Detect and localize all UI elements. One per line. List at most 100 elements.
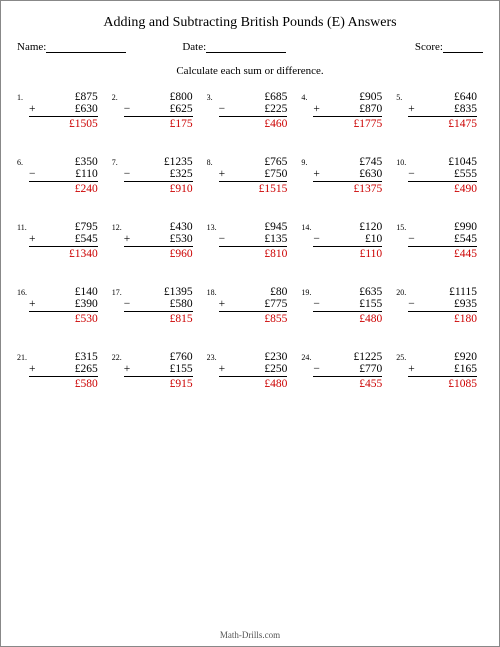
operator: + bbox=[124, 363, 131, 375]
operand-1: £745 bbox=[313, 156, 382, 168]
problem: 20.£1115−£935£180 bbox=[396, 286, 483, 325]
operand-2-row: −£770 bbox=[313, 363, 382, 377]
operand-1: £990 bbox=[408, 221, 477, 233]
name-field: Name: bbox=[17, 41, 126, 53]
operator: − bbox=[29, 168, 36, 180]
operator: + bbox=[29, 298, 36, 310]
operand-1: £800 bbox=[124, 91, 193, 103]
problem: 10.£1045−£555£490 bbox=[396, 156, 483, 195]
answer: £480 bbox=[219, 377, 288, 390]
operand-2-row: −£225 bbox=[219, 103, 288, 117]
problem: 4.£905+£870£1775 bbox=[301, 91, 388, 130]
operand-2-row: − £625 bbox=[124, 103, 193, 117]
operand-2: £625 bbox=[170, 103, 193, 115]
answer: £455 bbox=[313, 377, 382, 390]
operand-2-row: −£545 bbox=[408, 233, 477, 247]
problem: 6.£350−£110£240 bbox=[17, 156, 104, 195]
operator: + bbox=[29, 363, 36, 375]
operator: + bbox=[219, 363, 226, 375]
problem-body: £745+£630£1375 bbox=[313, 156, 388, 195]
operator: − bbox=[313, 298, 320, 310]
problem-number: 10. bbox=[396, 156, 408, 167]
problem-body: £990−£545£445 bbox=[408, 221, 483, 260]
operand-2-row: +£265 bbox=[29, 363, 98, 377]
problem: 23.£230+£250£480 bbox=[207, 351, 294, 390]
operand-2: £250 bbox=[264, 363, 287, 375]
operand-1: £140 bbox=[29, 286, 98, 298]
problem-number: 20. bbox=[396, 286, 408, 297]
problem-number: 18. bbox=[207, 286, 219, 297]
problem: 15.£990−£545£445 bbox=[396, 221, 483, 260]
operand-2: £110 bbox=[75, 168, 98, 180]
answer: £180 bbox=[408, 312, 477, 325]
score-blank bbox=[443, 42, 483, 53]
operator: − bbox=[124, 298, 131, 310]
operator: − bbox=[313, 233, 320, 245]
operand-2-row: −£155 bbox=[313, 298, 382, 312]
problem-body: £1045−£555£490 bbox=[408, 156, 483, 195]
answer: £810 bbox=[219, 247, 288, 260]
answer: £855 bbox=[219, 312, 288, 325]
answer: £915 bbox=[124, 377, 193, 390]
operator: + bbox=[219, 168, 226, 180]
operand-2: £135 bbox=[264, 233, 287, 245]
answer: £815 bbox=[124, 312, 193, 325]
problem-number: 21. bbox=[17, 351, 29, 362]
problem: 16.£140+£390£530 bbox=[17, 286, 104, 325]
operand-2-row: −£580 bbox=[124, 298, 193, 312]
problem: 9.£745+£630£1375 bbox=[301, 156, 388, 195]
problem-body: £1225−£770£455 bbox=[313, 351, 388, 390]
problem-number: 19. bbox=[301, 286, 313, 297]
problem: 11.£795+£545£1340 bbox=[17, 221, 104, 260]
operator: + bbox=[29, 233, 36, 245]
answer: £1505 bbox=[29, 117, 98, 130]
answer: £460 bbox=[219, 117, 288, 130]
operand-1: £1395 bbox=[124, 286, 193, 298]
problem-number: 9. bbox=[301, 156, 313, 167]
operand-2-row: +£775 bbox=[219, 298, 288, 312]
operand-1: £795 bbox=[29, 221, 98, 233]
operator: + bbox=[313, 103, 320, 115]
operator: + bbox=[408, 363, 415, 375]
header-row: Name: Date: Score: bbox=[17, 41, 483, 53]
answer: £910 bbox=[124, 182, 193, 195]
operand-1: £1225 bbox=[313, 351, 382, 363]
problem-number: 7. bbox=[112, 156, 124, 167]
problem-number: 22. bbox=[112, 351, 124, 362]
operand-2-row: − £10 bbox=[313, 233, 382, 247]
problem-body: £760+£155£915 bbox=[124, 351, 199, 390]
operand-1: £120 bbox=[313, 221, 382, 233]
operand-2-row: −£325 bbox=[124, 168, 193, 182]
problem-body: £920+£165£1085 bbox=[408, 351, 483, 390]
operand-2: £10 bbox=[365, 233, 382, 245]
operand-1: £230 bbox=[219, 351, 288, 363]
problem: 21.£315+£265£580 bbox=[17, 351, 104, 390]
operand-1: £760 bbox=[124, 351, 193, 363]
problem-number: 1. bbox=[17, 91, 29, 102]
operand-2-row: +£155 bbox=[124, 363, 193, 377]
operand-1: £635 bbox=[313, 286, 382, 298]
operator: + bbox=[29, 103, 36, 115]
operand-2-row: +£165 bbox=[408, 363, 477, 377]
score-label: Score: bbox=[415, 41, 443, 53]
operand-2-row: +£750 bbox=[219, 168, 288, 182]
problem: 3.£685−£225£460 bbox=[207, 91, 294, 130]
problem-number: 14. bbox=[301, 221, 313, 232]
problem-number: 11. bbox=[17, 221, 29, 232]
answer: £1085 bbox=[408, 377, 477, 390]
problem-number: 8. bbox=[207, 156, 219, 167]
operand-2: £775 bbox=[264, 298, 287, 310]
problem: 1.£875+£630£1505 bbox=[17, 91, 104, 130]
operator: − bbox=[124, 103, 131, 115]
instruction-text: Calculate each sum or difference. bbox=[17, 65, 483, 77]
operand-1: £80 bbox=[219, 286, 288, 298]
answer: £480 bbox=[313, 312, 382, 325]
problem-body: £945−£135£810 bbox=[219, 221, 294, 260]
problem-body: £765+£750£1515 bbox=[219, 156, 294, 195]
problem: 22.£760+£155£915 bbox=[112, 351, 199, 390]
problem: 5.£640+£835£1475 bbox=[396, 91, 483, 130]
problem-body: £120−£10£110 bbox=[313, 221, 388, 260]
problem-body: £1395−£580£815 bbox=[124, 286, 199, 325]
operand-2-row: +£630 bbox=[29, 103, 98, 117]
problem: 7.£1235−£325£910 bbox=[112, 156, 199, 195]
